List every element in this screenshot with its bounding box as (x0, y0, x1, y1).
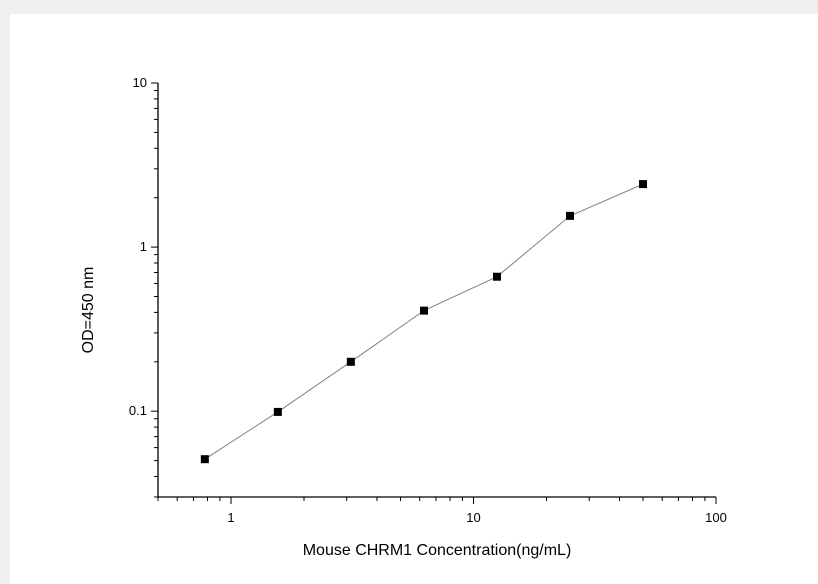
x-tick-label: 100 (705, 510, 727, 525)
x-tick-label: 1 (227, 510, 234, 525)
data-point-marker (346, 357, 355, 366)
x-axis-title: Mouse CHRM1 Concentration(ng/mL) (303, 542, 572, 559)
data-point-marker (493, 272, 502, 281)
y-tick-label: 0.1 (129, 403, 147, 418)
chart: 1 10 100 0.1 1 10 Mouse CHRM1 Concentration(n… (80, 75, 727, 559)
axes (151, 82, 717, 504)
data-point-marker (200, 455, 209, 464)
y-tick-label: 1 (140, 239, 147, 254)
series-markers (200, 180, 648, 464)
data-point-marker (273, 407, 282, 416)
series-curve (204, 183, 644, 460)
x-tick-label: 10 (466, 510, 480, 525)
data-point-marker (420, 306, 429, 315)
y-axis-title: OD=450 nm (80, 267, 97, 354)
data-point-marker (566, 211, 575, 220)
data-point-marker (639, 180, 648, 189)
series-line (204, 183, 644, 460)
tick-labels: 1 10 100 0.1 1 10 (129, 75, 727, 525)
chart-frame: 1 10 100 0.1 1 10 Mouse CHRM1 Concentration(n… (10, 14, 818, 584)
y-tick-label: 10 (133, 75, 147, 90)
